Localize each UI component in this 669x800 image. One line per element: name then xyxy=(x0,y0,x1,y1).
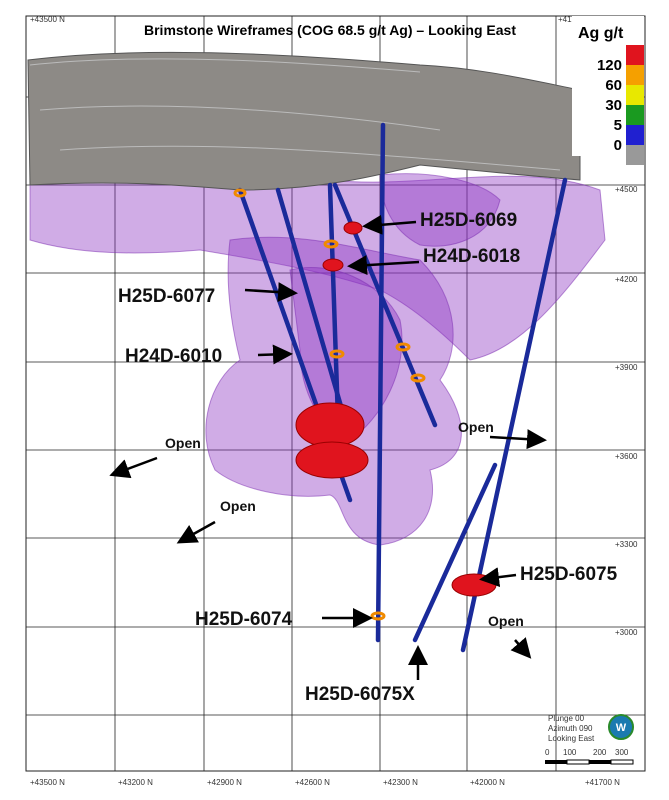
grid-label: +42000 N xyxy=(470,778,505,787)
hole-label: H25D-6069 xyxy=(420,210,517,231)
legend-label: 30 xyxy=(605,97,622,114)
topography xyxy=(27,51,581,191)
hole-callouts: H25D-6069 H24D-6018 H25D-6077 H24D-6010 … xyxy=(118,210,618,705)
grid-label: +4200 xyxy=(615,275,638,284)
hole-label: H25D-6077 xyxy=(118,286,215,307)
legend-title: Ag g/t xyxy=(578,25,624,42)
topography-texture xyxy=(29,58,561,171)
legend-label: 60 xyxy=(605,77,622,94)
grid-label: +3600 xyxy=(615,452,638,461)
grid-label: +43500 N xyxy=(30,778,65,787)
hole-label: H25D-6075X xyxy=(305,684,415,705)
legend: Ag g/t 120 60 30 5 0 xyxy=(572,16,644,165)
open-label: Open xyxy=(220,498,256,514)
scale-label: 0 xyxy=(545,748,550,757)
hole-label: H25D-6075 xyxy=(520,564,618,585)
legend-label: 5 xyxy=(614,117,622,134)
mineralized-intercepts xyxy=(295,221,497,597)
grid-label: +41 xyxy=(558,15,572,24)
view: Looking East xyxy=(548,734,595,743)
grid-label: +3000 xyxy=(615,628,638,637)
plunge: Plunge 00 xyxy=(548,714,585,723)
scale-label: 300 xyxy=(615,748,629,757)
grid-label: +42600 N xyxy=(295,778,330,787)
legend-label: 0 xyxy=(614,137,622,154)
hole-label: H25D-6074 xyxy=(195,609,293,630)
title: Brimstone Wireframes (COG 68.5 g/t Ag) –… xyxy=(144,22,516,38)
wireframes xyxy=(29,159,606,546)
bottom-labels: +43500 N +43200 N +42900 N +42600 N +423… xyxy=(30,778,620,787)
open-label: Open xyxy=(458,419,494,435)
azimuth: Azimuth 090 xyxy=(548,724,593,733)
open-label: Open xyxy=(488,613,524,629)
open-callouts: Open Open Open Open xyxy=(109,419,547,659)
grid-label: +3900 xyxy=(615,363,638,372)
grid-label: +43500 N xyxy=(30,15,65,24)
grid-label: +3300 xyxy=(615,540,638,549)
scale-label: 100 xyxy=(563,748,577,757)
legend-label: 120 xyxy=(597,57,622,74)
compass: W xyxy=(616,722,627,734)
grid-label: +41700 N xyxy=(585,778,620,787)
grid-label: +42300 N xyxy=(383,778,418,787)
orientation-box: Plunge 00 Azimuth 090 Looking East W 0 1… xyxy=(545,714,634,765)
grade-rings xyxy=(233,188,426,621)
grid-label: +4500 xyxy=(615,185,638,194)
grid-label: +42900 N xyxy=(207,778,242,787)
right-labels: +4500 +4200 +3900 +3600 +3300 +3000 xyxy=(615,185,638,637)
frame xyxy=(25,15,646,772)
open-label: Open xyxy=(165,435,201,451)
hole-label: H24D-6018 xyxy=(423,246,520,267)
scale-label: 200 xyxy=(593,748,607,757)
grid-label: +43200 N xyxy=(118,778,153,787)
hole-label: H24D-6010 xyxy=(125,346,222,367)
